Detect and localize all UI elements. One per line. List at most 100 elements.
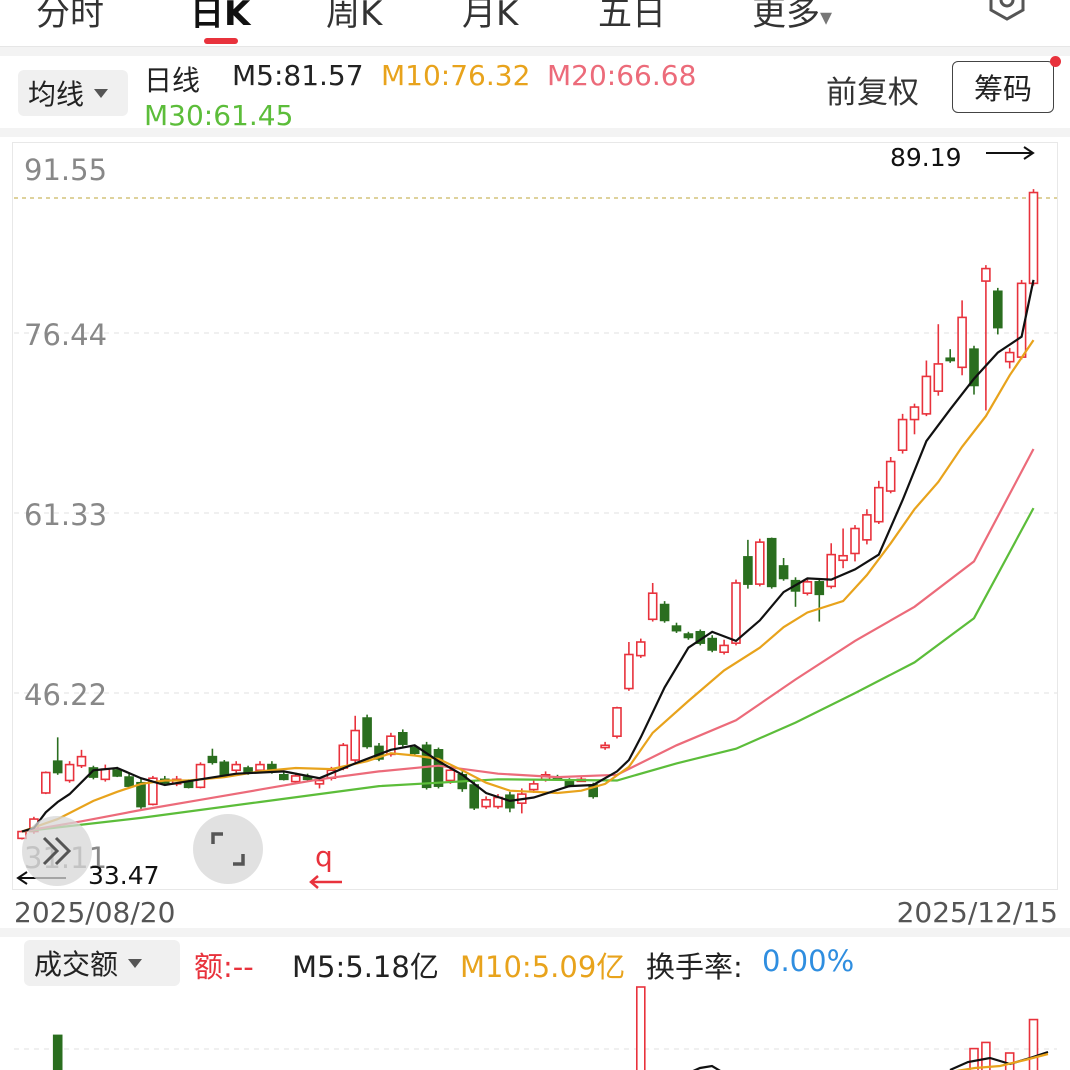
notification-dot [1050, 56, 1061, 67]
candle-body [64, 763, 75, 782]
candle-body [981, 267, 991, 282]
tab-five-day[interactable]: 五日 [598, 0, 666, 34]
candle-body [885, 460, 896, 492]
low-arrow-head [16, 871, 28, 885]
volume-ma10-line [955, 1052, 1049, 1070]
candle-body [469, 784, 480, 809]
y-tick-label: 46.22 [24, 678, 107, 712]
candle-body [778, 565, 789, 580]
candle-body [76, 755, 87, 767]
candle-body [933, 363, 944, 392]
candle-body [766, 537, 777, 588]
candle-body [528, 783, 539, 791]
tab-intraday[interactable]: 分时 [36, 0, 104, 34]
volume-ma5: M5:5.18亿 [292, 950, 439, 984]
candle-body [433, 749, 444, 787]
volume-ma5-line [692, 1064, 721, 1070]
candle-body [195, 763, 206, 789]
divider [0, 47, 1070, 56]
candle-body [612, 707, 622, 738]
settings-icon[interactable] [985, 0, 1029, 22]
chevron-down-icon: ▾ [820, 3, 833, 31]
price-chart-frame [12, 142, 1058, 890]
y-tick-label: 61.33 [24, 498, 107, 532]
fullscreen-button[interactable] [193, 814, 263, 884]
candle-body [826, 553, 837, 588]
date-start-label: 2025/08/20 [14, 896, 176, 929]
candle-body [112, 769, 122, 777]
candle-body [743, 556, 753, 585]
tab-daily-k[interactable]: 日K [190, 0, 251, 34]
dropdown-caret-icon [94, 88, 109, 98]
date-end-label: 2025/12/15 [896, 896, 1058, 929]
volume-bar [635, 986, 646, 1070]
ma20-line [21, 448, 1035, 833]
candle-body [624, 653, 634, 690]
svg-text:q: q [315, 840, 333, 873]
candle-body [148, 777, 158, 806]
tab-weekly-k[interactable]: 周K [326, 0, 383, 34]
candle-body [88, 767, 99, 778]
y-tick-label: 91.55 [24, 153, 107, 187]
candle-body [278, 773, 289, 781]
candle-body [314, 779, 325, 785]
indicator-selector[interactable]: 均线 [18, 70, 128, 116]
active-tab-indicator [204, 38, 238, 44]
volume-bar [1028, 1018, 1039, 1070]
volume-indicator-selector[interactable]: 成交额 [24, 940, 180, 986]
candle-body [707, 637, 718, 651]
legend-ma30: M30:61.45 [144, 99, 294, 132]
candle-body [671, 625, 682, 632]
candle-body [873, 486, 884, 523]
tab-more[interactable]: 更多▾ [752, 0, 832, 35]
turnover-value: 0.00% [762, 944, 855, 978]
candle-body [754, 541, 765, 585]
candle-body [683, 633, 694, 639]
dropdown-caret-icon [128, 958, 143, 968]
tab-monthly-k[interactable]: 月K [462, 0, 519, 34]
tab-more-label: 更多 [752, 0, 820, 34]
high-arrow-head [1023, 146, 1035, 160]
candle-body [52, 760, 63, 774]
candle-body [838, 554, 848, 562]
divider [0, 128, 1070, 137]
ma30-line [21, 507, 1035, 833]
candle-body [909, 406, 920, 421]
volume-ma10: M10:5.09亿 [460, 950, 626, 984]
candle-body [445, 769, 456, 782]
candle-body [481, 798, 491, 808]
ma5-line [21, 279, 1035, 833]
candle-body [136, 781, 146, 808]
candle-body [1004, 351, 1015, 363]
adjust-mode[interactable]: 前复权 [826, 75, 919, 111]
legend-ma5: M5:81.57 [232, 59, 364, 92]
candle-body [386, 735, 396, 756]
candle-body [231, 763, 241, 772]
candle-body [600, 744, 610, 749]
chips-button[interactable]: 筹码 [952, 61, 1054, 113]
candle-body [124, 776, 134, 787]
ma10-line [21, 339, 1035, 833]
low-price-label: 33.47 [88, 861, 160, 890]
candle-body [814, 581, 825, 596]
candle-body [1028, 191, 1039, 285]
period-tab-bar: 分时 日K 周K 月K 五日 更多▾ [0, 0, 1070, 47]
turnover-label: 换手率: [646, 950, 743, 984]
candle-body [921, 375, 932, 415]
candle-body [100, 768, 111, 781]
candle-body [40, 771, 51, 794]
candle-body [290, 775, 301, 783]
candle-body [362, 717, 372, 748]
candle-body [302, 776, 313, 781]
divider [0, 928, 1070, 937]
y-tick-label: 76.44 [24, 318, 107, 352]
legend-ma20: M20:66.68 [547, 59, 697, 92]
candle-body [255, 763, 265, 772]
candle-body [957, 316, 967, 369]
double-chevron-right-icon [42, 836, 72, 866]
indicator-selector-label: 均线 [28, 78, 85, 111]
expand-button[interactable] [22, 816, 92, 886]
volume-amount: 额:-- [194, 950, 254, 984]
candle-body [969, 348, 979, 387]
